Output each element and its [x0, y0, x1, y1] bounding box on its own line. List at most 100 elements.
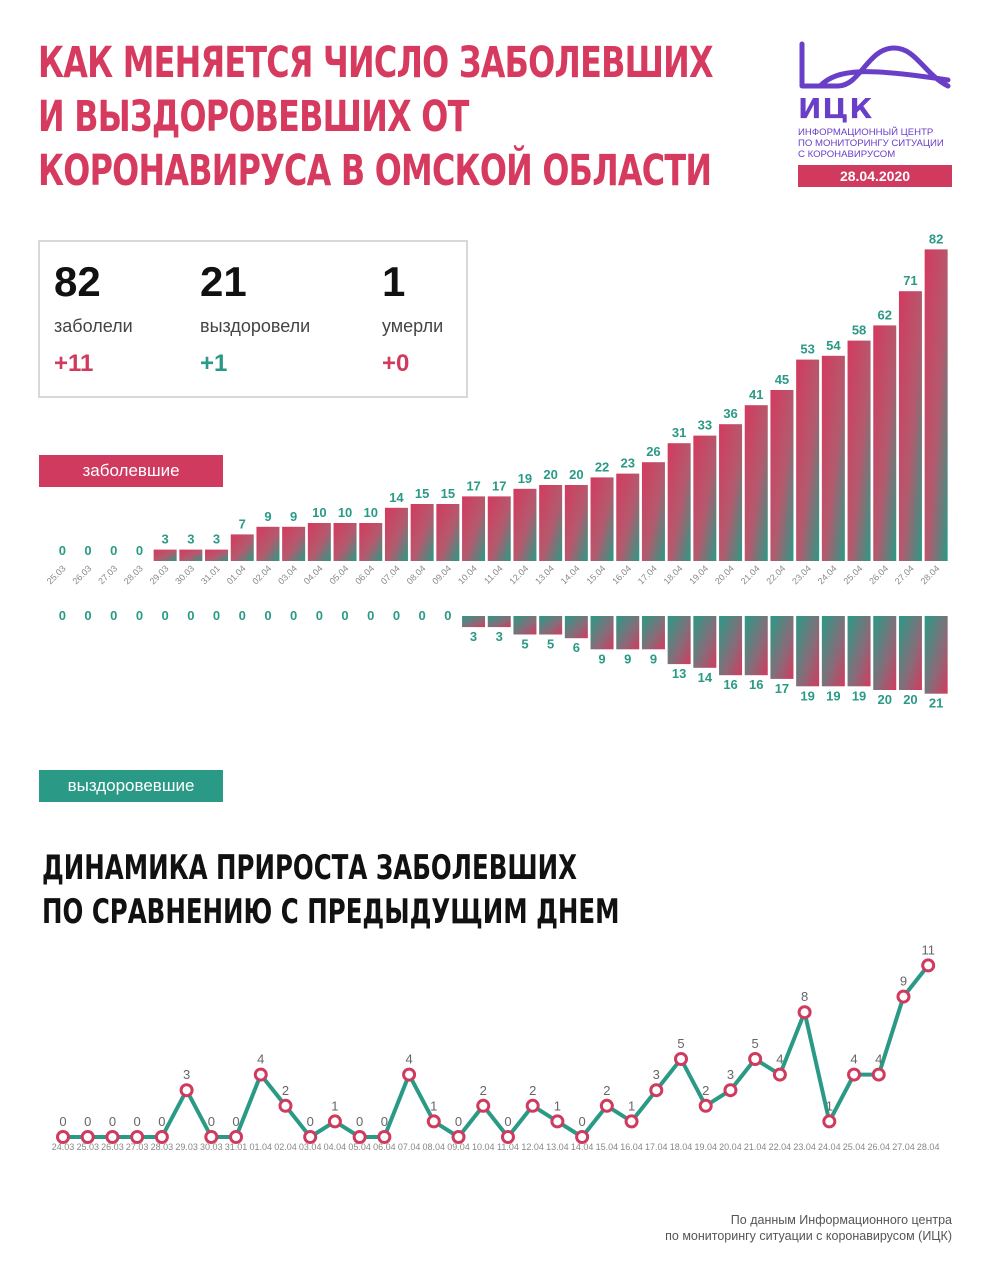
bar-sick-value: 17: [492, 478, 506, 493]
bar-recovered: [462, 616, 486, 628]
bar-recovered-value: 9: [650, 651, 657, 666]
growth-date-label: 26.04: [867, 1142, 890, 1152]
logo-name: ИЦК: [798, 92, 874, 125]
bar-sick: [282, 526, 306, 561]
bar-sick-value: 22: [595, 459, 609, 474]
growth-point: [56, 1130, 70, 1144]
growth-value: 5: [677, 1036, 684, 1051]
bar-sick: [384, 507, 408, 561]
logo-subtitle-line: Информационный центр: [798, 127, 934, 138]
bar-sick: [590, 477, 614, 561]
bar-sick-value: 7: [239, 516, 246, 531]
growth-point: [575, 1130, 590, 1144]
growth-line-chart: 0 24.03 0 25.03 0 26.03 0 27.03 0 28.03 3 29.03 0 30.…: [52, 942, 940, 1152]
bar-recovered: [796, 616, 820, 687]
bar-recovered-value: 0: [213, 608, 220, 623]
source-line: по мониторингу ситуации с коронавирусом …: [665, 1229, 952, 1243]
bar-sick: [307, 523, 331, 561]
bar-sick: [898, 291, 922, 561]
bar-sick: [719, 424, 743, 561]
bar-sick: [359, 523, 383, 561]
bar-recovered-value: 0: [187, 608, 194, 623]
bar-sick-value: 33: [698, 418, 712, 433]
bar-recovered-value: 6: [573, 640, 580, 655]
growth-point: [847, 1067, 862, 1082]
bar-recovered: [641, 616, 665, 650]
growth-value: 1: [430, 1098, 437, 1113]
growth-date-label: 06.04: [373, 1142, 396, 1152]
bar-sick: [641, 462, 665, 561]
bar-recovered-value: 0: [162, 608, 169, 623]
growth-point: [500, 1130, 515, 1144]
bar-sick-value: 3: [213, 532, 220, 547]
growth-value: 1: [826, 1098, 833, 1113]
growth-point: [748, 1052, 763, 1066]
growth-value: 0: [158, 1114, 165, 1129]
growth-date-label: 14.04: [571, 1142, 594, 1152]
source-note: По данным Информационного центра по мони…: [665, 1212, 952, 1244]
growth-date-label: 17.04: [645, 1142, 668, 1152]
bar-recovered-value: 13: [672, 666, 686, 681]
growth-date-label: 25.03: [76, 1142, 99, 1152]
bar-recovered-value: 3: [470, 629, 477, 644]
growth-point: [921, 958, 936, 973]
bar-sick-value: 14: [389, 490, 404, 505]
growth-date-label: 22.04: [769, 1142, 792, 1152]
bar-recovered: [898, 616, 922, 690]
growth-point: [229, 1130, 244, 1144]
bar-recovered: [770, 616, 794, 679]
growth-date-label: 09.04: [447, 1142, 470, 1152]
growth-point: [377, 1130, 392, 1144]
bar-sick: [513, 488, 537, 561]
growth-point: [896, 989, 911, 1004]
bar-sick: [333, 523, 357, 561]
bar-recovered-value: 0: [84, 608, 91, 623]
growth-point: [426, 1114, 441, 1129]
bar-sick: [539, 485, 563, 561]
logo-subtitle-line: по мониторингу ситуации: [798, 138, 944, 149]
bar-recovered-value: 9: [598, 651, 605, 666]
growth-value: 2: [603, 1083, 610, 1098]
growth-value: 0: [134, 1114, 141, 1129]
growth-point: [179, 1083, 194, 1098]
bar-recovered: [693, 616, 717, 668]
bar-recovered: [847, 616, 871, 687]
bar-recovered: [821, 616, 845, 687]
growth-value: 2: [529, 1083, 536, 1098]
cases-bar-chart: 025.030026.030027.030028.030329.030330.0…: [45, 231, 948, 711]
dynamics-title-line: ДИНАМИКА ПРИРОСТА ЗАБОЛЕВШИХ: [42, 848, 577, 888]
bar-sick-value: 3: [187, 532, 194, 547]
growth-value: 1: [554, 1098, 561, 1113]
bar-sick-value: 0: [59, 543, 66, 558]
bar-sick: [462, 496, 486, 561]
bar-recovered-value: 0: [239, 608, 246, 623]
growth-value: 2: [282, 1083, 289, 1098]
bar-sick: [796, 359, 820, 561]
bar-recovered-value: 3: [496, 629, 503, 644]
bar-sick-value: 15: [441, 486, 455, 501]
title-line-1: КАК МЕНЯЕТСЯ ЧИСЛО ЗАБОЛЕВШИХ: [38, 38, 714, 88]
growth-point: [105, 1130, 120, 1144]
growth-date-label: 28.04: [917, 1142, 940, 1152]
bar-recovered-value: 21: [929, 696, 943, 711]
dynamics-title-line: ПО СРАВНЕНИЮ С ПРЕДЫДУЩИМ ДНЕМ: [42, 892, 620, 932]
bar-recovered-value: 16: [749, 677, 763, 692]
growth-date-label: 05.04: [348, 1142, 371, 1152]
growth-point: [797, 1005, 812, 1020]
page-title: КАК МЕНЯЕТСЯ ЧИСЛО ЗАБОЛЕВШИХ И ВЫЗДОРОВ…: [38, 36, 714, 198]
growth-date-label: 21.04: [744, 1142, 767, 1152]
growth-value: 5: [752, 1036, 759, 1051]
bar-sick: [616, 473, 640, 561]
bar-recovered-value: 5: [521, 637, 528, 652]
growth-point: [130, 1130, 145, 1144]
bar-recovered: [873, 616, 897, 690]
growth-value: 4: [850, 1052, 857, 1067]
bar-recovered-value: 0: [110, 608, 117, 623]
bar-sick-value: 26: [646, 444, 660, 459]
growth-value: 11: [921, 942, 935, 957]
growth-point: [451, 1130, 466, 1144]
growth-date-label: 13.04: [546, 1142, 569, 1152]
legend-sick-pill: заболевшие: [39, 455, 223, 487]
title-line-2: И ВЫЗДОРОВЕВШИХ ОТ: [38, 92, 469, 142]
bar-sick-value: 19: [518, 471, 532, 486]
